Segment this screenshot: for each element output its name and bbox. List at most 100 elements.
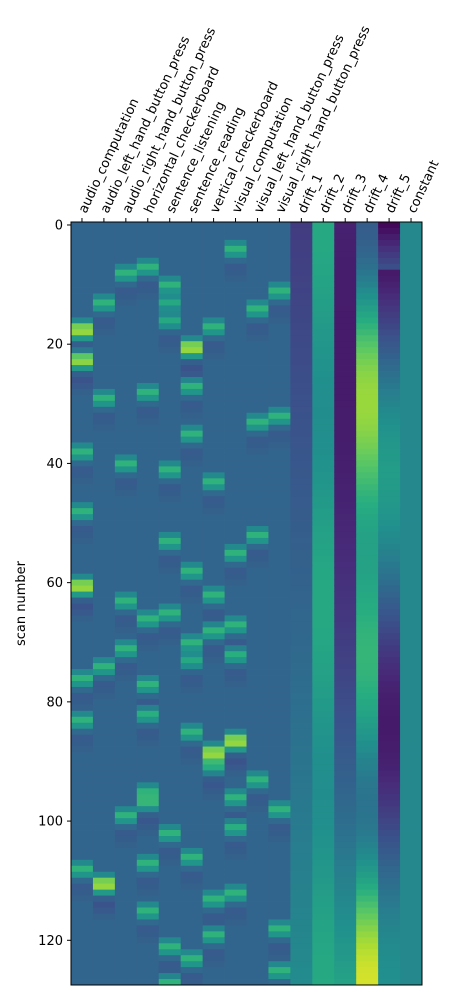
heatmap-cell bbox=[312, 227, 335, 235]
heatmap-cell bbox=[378, 555, 401, 563]
heatmap-cell bbox=[224, 633, 247, 640]
heatmap-cell bbox=[202, 305, 225, 312]
heatmap-cell bbox=[400, 943, 423, 950]
heatmap-cell bbox=[246, 585, 269, 592]
heatmap-cell bbox=[180, 412, 204, 420]
heatmap-cell bbox=[92, 931, 116, 938]
heatmap-cell bbox=[290, 412, 313, 420]
heatmap-cell bbox=[71, 555, 94, 563]
heatmap-cell bbox=[290, 442, 313, 449]
heatmap-cell bbox=[71, 567, 94, 575]
heatmap-cell bbox=[92, 800, 116, 807]
heatmap-cell bbox=[356, 579, 379, 587]
heatmap-cell bbox=[290, 567, 313, 575]
heatmap-cell bbox=[356, 675, 379, 682]
heatmap-cell bbox=[356, 382, 379, 390]
heatmap-cell bbox=[71, 812, 94, 819]
heatmap-cell bbox=[92, 973, 116, 980]
heatmap-cell bbox=[312, 341, 335, 348]
heatmap-cell bbox=[312, 788, 335, 795]
heatmap-cell bbox=[268, 406, 291, 414]
heatmap-cell bbox=[158, 573, 182, 581]
heatmap-cell bbox=[378, 686, 401, 694]
heatmap-cell bbox=[268, 788, 291, 795]
heatmap-cell bbox=[114, 269, 138, 277]
heatmap-cell bbox=[158, 847, 182, 855]
heatmap-cell bbox=[158, 472, 182, 479]
heatmap-cell bbox=[180, 812, 204, 819]
heatmap-cell bbox=[290, 341, 313, 348]
heatmap-cell bbox=[400, 907, 423, 914]
heatmap-cell bbox=[268, 222, 291, 229]
heatmap-cell bbox=[180, 979, 204, 986]
heatmap-cell bbox=[180, 943, 204, 950]
heatmap-cell bbox=[224, 400, 247, 408]
heatmap-cell bbox=[114, 752, 138, 759]
heatmap-cell bbox=[158, 645, 182, 652]
heatmap-cell bbox=[334, 394, 357, 402]
heatmap-cell bbox=[180, 424, 204, 432]
heatmap-cell bbox=[224, 597, 247, 604]
heatmap-cell bbox=[71, 275, 94, 283]
heatmap-cell bbox=[268, 913, 291, 920]
heatmap-cell bbox=[180, 543, 204, 551]
heatmap-cell bbox=[290, 973, 313, 980]
heatmap-cell bbox=[290, 359, 313, 366]
heatmap-cell bbox=[356, 663, 379, 670]
heatmap-cell bbox=[114, 686, 138, 694]
heatmap-cell bbox=[180, 937, 204, 944]
heatmap-cell bbox=[290, 943, 313, 950]
heatmap-cell bbox=[378, 752, 401, 759]
heatmap-cell bbox=[92, 496, 116, 503]
heatmap-cell bbox=[92, 269, 116, 277]
heatmap-cell bbox=[158, 913, 182, 920]
heatmap-cell bbox=[312, 764, 335, 771]
heatmap-cell bbox=[202, 531, 225, 539]
heatmap-cell bbox=[71, 937, 94, 944]
heatmap-cell bbox=[180, 973, 204, 980]
heatmap-cell bbox=[290, 579, 313, 587]
heatmap-cell bbox=[268, 883, 291, 891]
heatmap-cell bbox=[180, 770, 204, 777]
heatmap-cell bbox=[378, 818, 401, 825]
heatmap-cell bbox=[334, 561, 357, 569]
heatmap-cell bbox=[136, 412, 160, 420]
heatmap-cell bbox=[158, 347, 182, 354]
heatmap-cell bbox=[268, 657, 291, 664]
heatmap-cell bbox=[334, 877, 357, 885]
heatmap-cell bbox=[71, 847, 94, 855]
heatmap-cell bbox=[92, 597, 116, 604]
heatmap-cell bbox=[246, 531, 269, 539]
heatmap-cell bbox=[180, 293, 204, 300]
heatmap-cell bbox=[224, 979, 247, 986]
heatmap-cell bbox=[246, 508, 269, 515]
heatmap-cell bbox=[334, 376, 357, 384]
heatmap-cell bbox=[180, 484, 204, 491]
heatmap-cell bbox=[136, 841, 160, 849]
heatmap-cell bbox=[180, 245, 204, 253]
heatmap-cell bbox=[334, 812, 357, 819]
heatmap-cell bbox=[71, 251, 94, 259]
heatmap-cell bbox=[92, 603, 116, 610]
heatmap-cell bbox=[180, 764, 204, 771]
heatmap-cell bbox=[312, 394, 335, 402]
heatmap-cell bbox=[334, 287, 357, 294]
heatmap-cell bbox=[290, 871, 313, 879]
heatmap-cell bbox=[312, 621, 335, 628]
heatmap-cell bbox=[400, 299, 423, 306]
heatmap-cell bbox=[290, 502, 313, 509]
heatmap-cell bbox=[224, 794, 247, 801]
heatmap-cell bbox=[290, 305, 313, 312]
heatmap-cell bbox=[224, 740, 247, 747]
heatmap-cell bbox=[378, 782, 401, 789]
column-drift-4 bbox=[356, 222, 379, 986]
heatmap-cell bbox=[378, 621, 401, 628]
heatmap-cell bbox=[246, 311, 269, 318]
heatmap-cell bbox=[114, 907, 138, 914]
heatmap-cell bbox=[378, 877, 401, 885]
heatmap-cell bbox=[334, 943, 357, 950]
heatmap-cell bbox=[92, 245, 116, 253]
heatmap-cell bbox=[334, 275, 357, 283]
heatmap-cell bbox=[180, 835, 204, 843]
heatmap-cell bbox=[92, 233, 116, 241]
